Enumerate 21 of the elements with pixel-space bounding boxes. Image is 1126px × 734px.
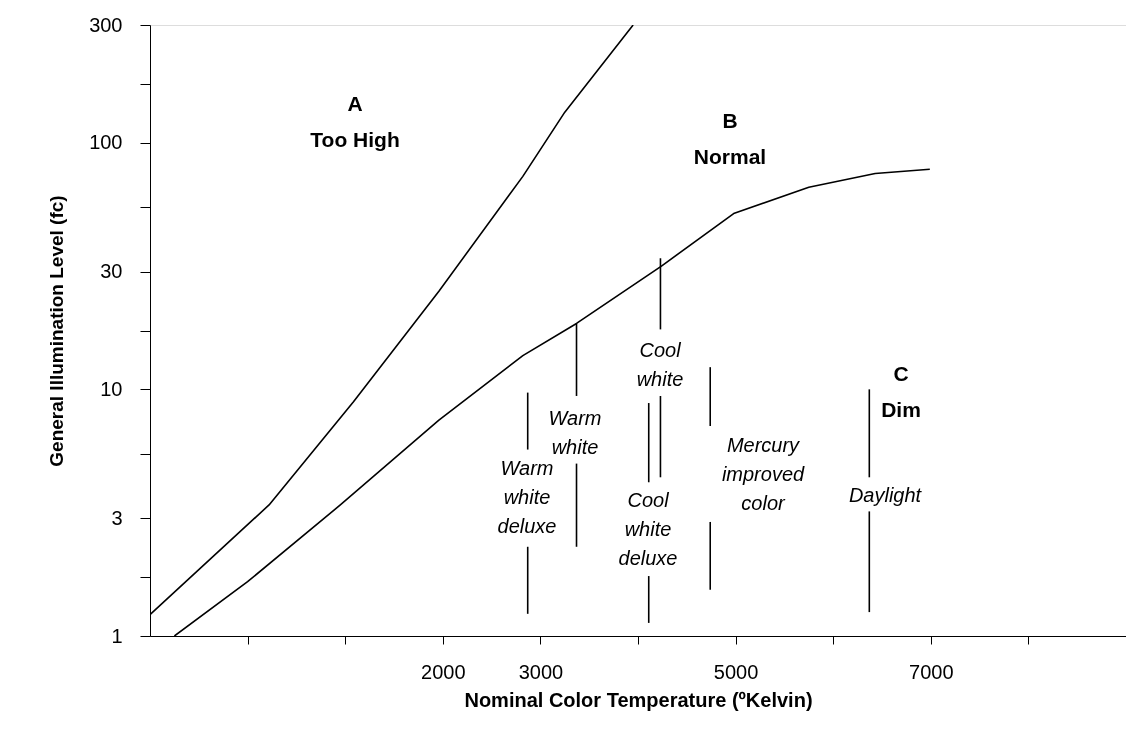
y-tick-label: 3 — [111, 506, 123, 529]
annotation: B Normal — [693, 109, 767, 168]
y-tick-label: 30 — [100, 260, 123, 283]
y-tick-label: 1 — [111, 624, 123, 647]
y-tick-label: 10 — [100, 377, 123, 400]
annotation: Warm white — [548, 407, 602, 458]
x-tick-label: 7000 — [909, 660, 954, 683]
y-tick-label: 100 — [89, 131, 123, 154]
x-tick-label: 5000 — [713, 660, 759, 683]
annotation: A Too High — [310, 92, 400, 151]
x-tick-label: 2000 — [421, 660, 466, 683]
y-tick-label: 300 — [89, 13, 123, 36]
annotation: Cool white deluxe — [618, 489, 678, 569]
x-tick-label: 3000 — [518, 660, 564, 683]
annotation: C Dim — [881, 362, 921, 421]
annotation: Mercury improved color — [721, 434, 805, 514]
annotation: Cool white — [636, 339, 684, 390]
annotation: Daylight — [848, 484, 923, 506]
annotation: Warm white deluxe — [497, 457, 557, 537]
x-axis-title: Nominal Color Temperature (ºKelvin) — [464, 688, 813, 711]
y-axis-title: General Illumination Level (fc) — [46, 195, 68, 467]
